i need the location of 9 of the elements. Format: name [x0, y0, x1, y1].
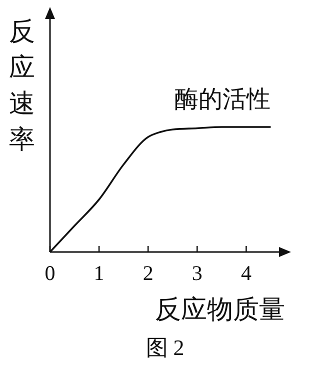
x-tick-label: 2	[142, 261, 154, 286]
x-tick-label: 4	[240, 261, 252, 286]
x-tick-label: 1	[94, 261, 104, 286]
caption: 图 2	[146, 335, 184, 360]
series-label: 酶的活性	[174, 87, 271, 113]
x-tick-label: 3	[192, 261, 202, 286]
x-axis-title: 反应物质量	[155, 295, 285, 324]
x-tick-label: 0	[44, 261, 56, 286]
y-axis-title: 反应速率	[9, 17, 35, 154]
